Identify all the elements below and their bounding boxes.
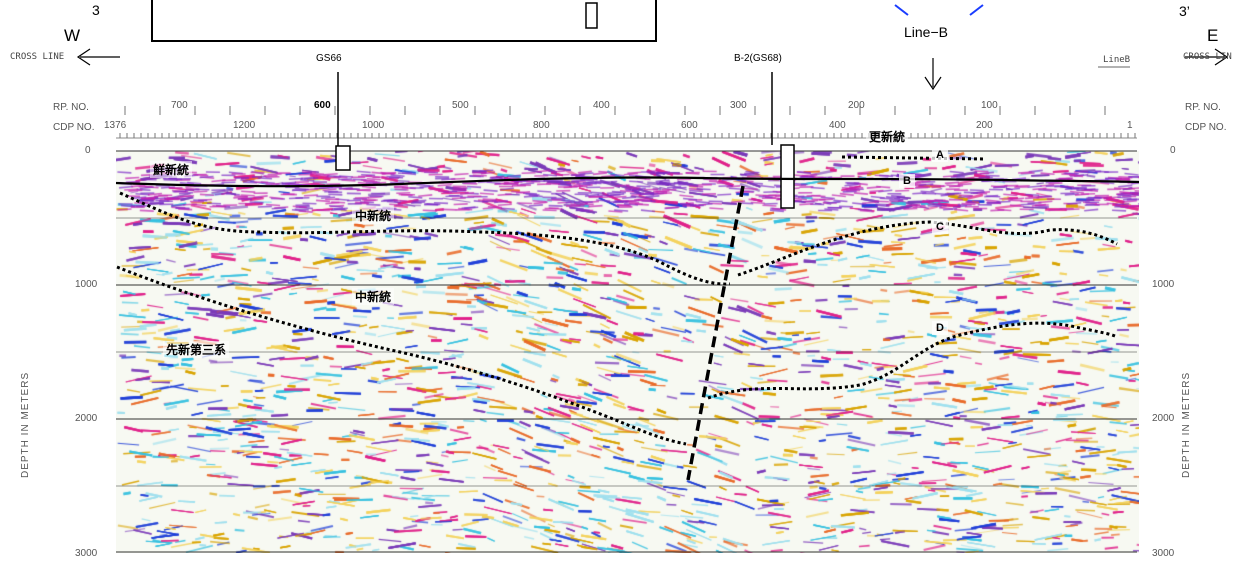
- formation-label-pre-neogene: 先新第三系: [163, 341, 230, 358]
- well-gs66-label: GS66: [316, 53, 342, 64]
- cdp-tick-label: 1000: [362, 120, 385, 131]
- cdp-tick-label: 400: [829, 120, 846, 131]
- formation-label-senshin: 鮮新統: [150, 161, 193, 178]
- cdp-tick-label: 1: [1127, 120, 1133, 131]
- depth-tick-left: 3000: [75, 548, 98, 559]
- rp-no-label-right: RP. NO.: [1185, 102, 1221, 113]
- west-label: W: [64, 26, 81, 45]
- cross-line-right: CROSS LIN: [1183, 52, 1232, 62]
- line-b-arrow: [924, 58, 942, 91]
- depth-tick-right: 3000: [1152, 548, 1175, 559]
- line-b-marker: [894, 4, 984, 16]
- cross-line-left: CROSS LINE: [10, 52, 65, 62]
- depth-axis-title-left: DEPTH IN METERS: [20, 371, 31, 478]
- cdp-tick-label: 1200: [233, 120, 256, 131]
- formation-label-chushin-upper: 中新統: [352, 207, 395, 224]
- horizon-c-line: [119, 191, 1118, 286]
- horizon-b-line: [115, 176, 1140, 188]
- west-arrow: [76, 48, 120, 66]
- cdp-no-label-left: CDP NO.: [53, 122, 95, 133]
- horizon-label-c: C: [932, 220, 948, 234]
- well-b2-label: B-2(GS68): [734, 53, 782, 64]
- depth-tick-left: 0: [85, 145, 91, 156]
- east-arrow: [1185, 48, 1229, 66]
- line-b-small-label: LineB: [1103, 55, 1131, 65]
- gs66-well-symbol: [335, 145, 351, 171]
- horizon-label-a: A: [932, 148, 948, 162]
- depth-tick-right: 0: [1170, 145, 1176, 156]
- east-label: E: [1207, 26, 1219, 45]
- depth-tick-right: 1000: [1152, 279, 1175, 290]
- line-b-label: Line−B: [904, 24, 948, 40]
- depth-axis-title-right: DEPTH IN METERS: [1181, 371, 1192, 478]
- rp-tick-label: 400: [593, 100, 610, 111]
- rp-tick-label: 600: [314, 100, 331, 111]
- cdp-tick-label: 600: [681, 120, 698, 131]
- cdp-no-label-right: CDP NO.: [1185, 122, 1227, 133]
- rp-tick-label: 700: [171, 100, 188, 111]
- formation-label-chushin-lower: 中新統: [352, 288, 395, 305]
- depth-tick-left: 1000: [75, 279, 98, 290]
- rp-no-label-left: RP. NO.: [53, 102, 89, 113]
- b2-well-symbol: [780, 144, 795, 209]
- horizon-label-d: D: [932, 321, 948, 335]
- formation-label-sarashin: 更新統: [866, 128, 909, 145]
- rp-tick-label: 300: [730, 100, 747, 111]
- corner-label-right: 3’: [1179, 3, 1190, 19]
- depth-grid: [116, 150, 1137, 553]
- horizon-label-b: B: [899, 174, 915, 188]
- cdp-tick-label: 1376: [104, 120, 127, 131]
- depth-tick-left: 2000: [75, 413, 98, 424]
- rp-tick-label: 200: [848, 100, 865, 111]
- corner-label-left: 3: [92, 2, 100, 18]
- horizon-d-line: [116, 265, 1116, 446]
- rp-tick-label: 500: [452, 100, 469, 111]
- depth-tick-right: 2000: [1152, 413, 1175, 424]
- rp-tick-label: 100: [981, 100, 998, 111]
- cdp-tick-label: 200: [976, 120, 993, 131]
- fault-line: [686, 185, 745, 481]
- horizon-a-line: [841, 155, 986, 161]
- legend-box: [151, 0, 657, 42]
- cdp-tick-label: 800: [533, 120, 550, 131]
- legend-well-symbol: [585, 2, 598, 29]
